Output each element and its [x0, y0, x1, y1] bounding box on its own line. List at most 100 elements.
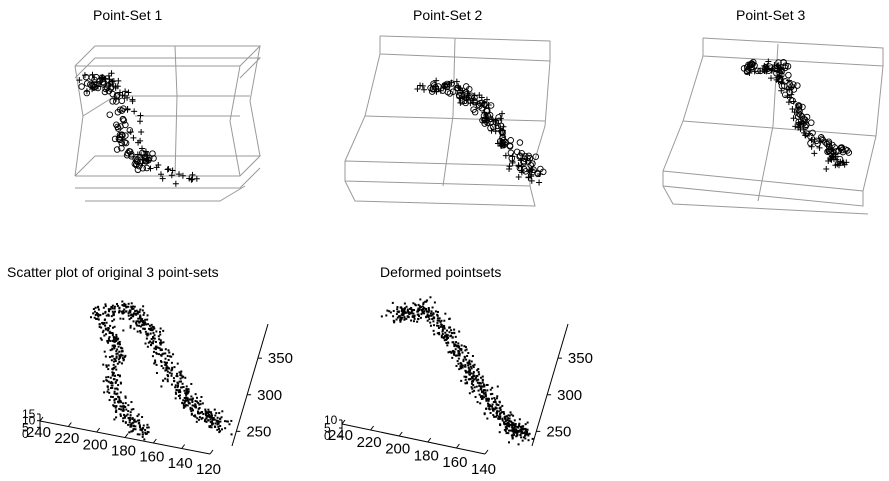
plus-marker [142, 148, 149, 155]
data-point [450, 334, 453, 337]
data-point [496, 414, 499, 417]
data-point [502, 411, 505, 414]
data-point [464, 382, 467, 385]
x-tick-mark [370, 425, 374, 431]
data-point [113, 325, 116, 328]
plus-marker [124, 105, 131, 112]
circle-marker [814, 140, 821, 147]
data-point [409, 307, 412, 310]
data-point [168, 351, 171, 354]
data-point [178, 389, 181, 392]
circle-marker [778, 67, 786, 75]
data-point [132, 421, 135, 424]
data-point [112, 373, 115, 376]
plus-marker [825, 157, 832, 164]
data-point [122, 317, 125, 320]
data-point [216, 416, 219, 419]
data-point [453, 331, 456, 334]
data-point [115, 387, 118, 390]
data-point [400, 306, 403, 309]
data-point [517, 426, 520, 429]
pointset-2-plot [344, 35, 551, 207]
data-point [477, 378, 480, 381]
data-point [113, 399, 116, 402]
data-point [155, 351, 158, 354]
data-point [115, 356, 118, 359]
data-point [489, 393, 492, 396]
data-point [154, 361, 157, 364]
data-point [132, 320, 135, 323]
circle-marker [480, 112, 488, 120]
data-point [116, 338, 119, 341]
chart-title-original-scatter: Scatter plot of original 3 point-sets [7, 264, 219, 280]
data-point [208, 411, 211, 414]
data-point [424, 300, 427, 303]
data-point [495, 412, 498, 415]
data-point [114, 310, 117, 313]
data-point [392, 315, 395, 318]
circle-marker [83, 89, 91, 97]
data-point [449, 350, 452, 353]
circle-marker [481, 101, 488, 109]
data-point [115, 333, 118, 336]
data-point [119, 355, 122, 358]
data-point [427, 307, 430, 310]
data-point [171, 366, 174, 369]
data-point [438, 333, 441, 336]
plus-marker [768, 75, 775, 82]
data-point [456, 360, 459, 363]
data-point [130, 302, 133, 305]
data-point [172, 377, 175, 380]
data-point [176, 381, 179, 384]
data-point [108, 399, 111, 402]
data-point [189, 398, 192, 401]
plus-marker [137, 112, 144, 119]
data-point [498, 415, 501, 418]
data-point [445, 341, 448, 344]
data-point [503, 412, 506, 415]
data-point [197, 410, 200, 413]
data-point [150, 323, 153, 326]
data-point [480, 385, 483, 388]
x-tick-label: 140 [471, 461, 496, 478]
data-point [475, 385, 478, 388]
plus-marker [119, 92, 126, 99]
y-axis-line [531, 323, 569, 447]
data-point [504, 415, 507, 418]
data-point [436, 310, 439, 313]
data-point [485, 383, 488, 386]
data-point [95, 317, 98, 320]
data-point [515, 431, 518, 434]
plus-marker [179, 172, 186, 179]
data-point [212, 417, 215, 420]
circle-marker [540, 168, 547, 176]
data-point [123, 355, 126, 358]
data-point [111, 304, 114, 307]
data-point [112, 338, 115, 341]
data-point [455, 341, 458, 344]
data-point [199, 400, 202, 403]
data-point [136, 311, 139, 314]
data-point [454, 348, 457, 351]
data-point [149, 332, 152, 335]
data-point [396, 308, 399, 311]
data-point [507, 423, 510, 426]
data-point [484, 395, 487, 398]
plus-marker [169, 167, 176, 174]
data-point [465, 376, 468, 379]
data-point [510, 413, 513, 416]
data-point [107, 380, 110, 383]
data-point [443, 319, 446, 322]
data-point [447, 341, 450, 344]
data-point [215, 412, 218, 415]
data-point [464, 346, 467, 349]
data-point [467, 378, 470, 381]
data-point [125, 414, 128, 417]
frame-line [662, 185, 869, 215]
data-point [152, 350, 155, 353]
data-point [124, 402, 127, 405]
data-point [496, 385, 499, 388]
data-point [473, 386, 476, 389]
data-point [416, 320, 419, 323]
data-point [457, 362, 460, 365]
